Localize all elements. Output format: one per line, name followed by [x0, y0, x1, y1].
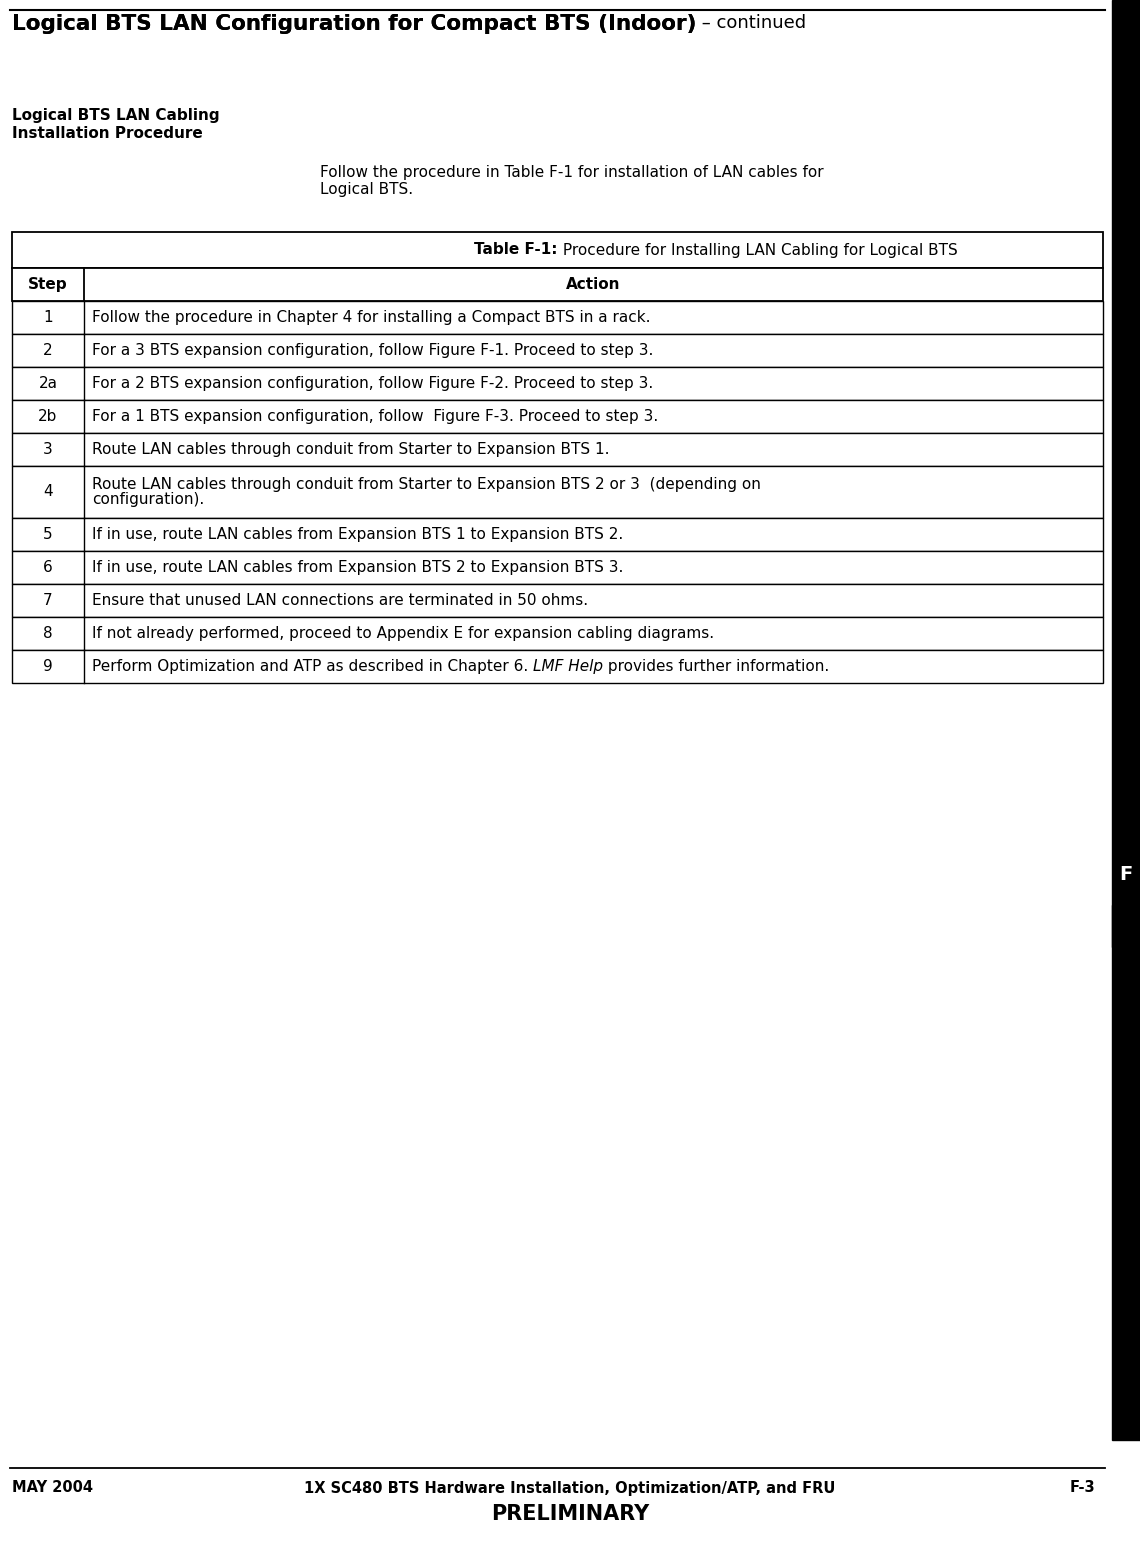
Text: 6: 6	[43, 560, 52, 576]
Bar	[13, 231, 1104, 268]
Text: 7: 7	[43, 593, 52, 608]
Text: MAY 2004: MAY 2004	[13, 1480, 93, 1495]
Text: F: F	[1119, 864, 1133, 884]
Text: 2: 2	[43, 343, 52, 358]
Text: For a 2 BTS expansion configuration, follow Figure F-2. Proceed to step 3.: For a 2 BTS expansion configuration, fol…	[92, 376, 653, 390]
Bar	[13, 333, 1104, 367]
Text: Logical BTS LAN Cabling: Logical BTS LAN Cabling	[13, 108, 220, 123]
Text: F-3: F-3	[1069, 1480, 1096, 1495]
Bar	[13, 400, 1104, 434]
Text: provides further information.: provides further information.	[603, 659, 830, 674]
Text: – continued: – continued	[697, 14, 807, 32]
Text: LMF Help: LMF Help	[534, 659, 603, 674]
Text: Table F-1:: Table F-1:	[474, 242, 557, 258]
Text: If in use, route LAN cables from Expansion BTS 2 to Expansion BTS 3.: If in use, route LAN cables from Expansi…	[92, 560, 624, 576]
Text: 2b: 2b	[39, 409, 58, 424]
Bar	[13, 617, 1104, 650]
Bar	[13, 367, 1104, 400]
Bar	[13, 268, 1104, 301]
Text: Route LAN cables through conduit from Starter to Expansion BTS 2 or 3  (dependin: Route LAN cables through conduit from St…	[92, 477, 760, 492]
Text: For a 3 BTS expansion configuration, follow Figure F-1. Proceed to step 3.: For a 3 BTS expansion configuration, fol…	[92, 343, 653, 358]
Text: Procedure for Installing LAN Cabling for Logical BTS: Procedure for Installing LAN Cabling for…	[557, 242, 958, 258]
Text: If in use, route LAN cables from Expansion BTS 1 to Expansion BTS 2.: If in use, route LAN cables from Expansi…	[92, 528, 624, 542]
Text: Follow the procedure in Table F-1 for installation of LAN cables for
Logical BTS: Follow the procedure in Table F-1 for in…	[320, 165, 823, 198]
Text: 8: 8	[43, 626, 52, 640]
Bar	[13, 650, 1104, 684]
Text: Logical BTS LAN Configuration for Compact BTS (Indoor): Logical BTS LAN Configuration for Compac…	[13, 14, 697, 34]
Text: 1: 1	[43, 310, 52, 326]
Text: 5: 5	[43, 528, 52, 542]
Text: 1X SC480 BTS Hardware Installation, Optimization/ATP, and FRU: 1X SC480 BTS Hardware Installation, Opti…	[304, 1480, 836, 1495]
Text: 4: 4	[43, 485, 52, 500]
Bar	[1112, 0, 1140, 1440]
Text: Perform Optimization and ATP as described in Chapter 6.: Perform Optimization and ATP as describe…	[92, 659, 534, 674]
Text: Ensure that unused LAN connections are terminated in 50 ohms.: Ensure that unused LAN connections are t…	[92, 593, 588, 608]
Bar	[13, 466, 1104, 518]
Text: Route LAN cables through conduit from Starter to Expansion BTS 1.: Route LAN cables through conduit from St…	[92, 441, 610, 457]
Bar	[13, 583, 1104, 617]
Bar	[13, 434, 1104, 466]
Text: Action: Action	[567, 278, 621, 292]
Text: 3: 3	[43, 441, 52, 457]
Text: 9: 9	[43, 659, 52, 674]
Bar	[13, 551, 1104, 583]
Text: For a 1 BTS expansion configuration, follow  Figure F-3. Proceed to step 3.: For a 1 BTS expansion configuration, fol…	[92, 409, 658, 424]
Text: 2a: 2a	[39, 376, 57, 390]
Text: Installation Procedure: Installation Procedure	[13, 127, 203, 140]
Text: configuration).: configuration).	[92, 492, 204, 508]
Text: Step: Step	[28, 278, 67, 292]
Bar	[13, 518, 1104, 551]
Text: Logical BTS LAN Configuration for Compact BTS (Indoor): Logical BTS LAN Configuration for Compac…	[13, 14, 697, 34]
Text: Follow the procedure in Chapter 4 for installing a Compact BTS in a rack.: Follow the procedure in Chapter 4 for in…	[92, 310, 651, 326]
Bar	[13, 301, 1104, 333]
Text: PRELIMINARY: PRELIMINARY	[491, 1504, 649, 1524]
Text: If not already performed, proceed to Appendix E for expansion cabling diagrams.: If not already performed, proceed to App…	[92, 626, 714, 640]
Bar	[1112, 906, 1140, 947]
